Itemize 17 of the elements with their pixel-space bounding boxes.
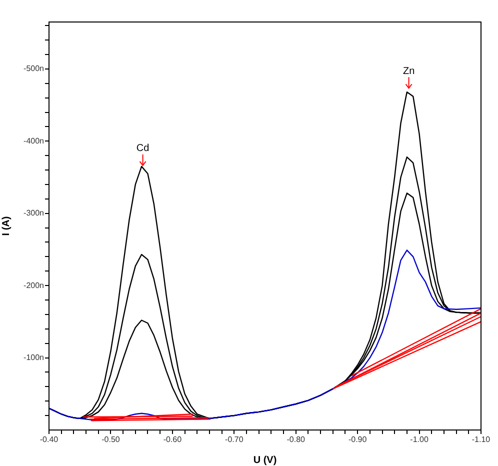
y-tick-label: -100n <box>24 352 44 362</box>
annotation: Zn <box>402 66 415 77</box>
x-tick-label: -0.60 <box>163 435 182 444</box>
x-axis-title: U (V) <box>253 454 277 466</box>
y-tick-label: -200n <box>24 280 44 290</box>
annotation: Cd <box>136 143 150 154</box>
x-tick-label: -0.50 <box>102 435 120 444</box>
x-tick-label: -0.70 <box>225 435 244 444</box>
x-tick-label: -0.90 <box>348 435 368 444</box>
x-tick-label: -1.10 <box>472 435 491 444</box>
x-tick-label: -0.80 <box>286 435 306 444</box>
y-tick-label: -300n <box>24 208 44 218</box>
y-tick-label: -500n <box>24 64 44 74</box>
x-tick-label: -1.00 <box>410 435 429 444</box>
x-tick-label: -0.40 <box>40 435 59 444</box>
y-axis-title: I (A) <box>0 216 12 236</box>
y-tick-label: -400n <box>24 136 44 146</box>
